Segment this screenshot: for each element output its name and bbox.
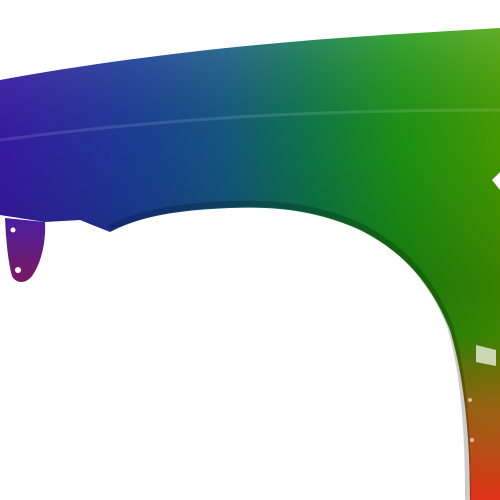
rear-clip [476,345,496,366]
fender [0,28,500,500]
fender-shading [0,28,500,500]
tab-hole [15,267,21,273]
body-line [0,108,500,142]
clip-hole [468,398,472,402]
mounting-tab [5,218,46,282]
clip-hole [470,438,474,442]
fender-lower-rear [400,200,500,500]
side-notch [492,172,500,190]
tab-hole [10,227,16,233]
arch-flange [108,200,471,500]
